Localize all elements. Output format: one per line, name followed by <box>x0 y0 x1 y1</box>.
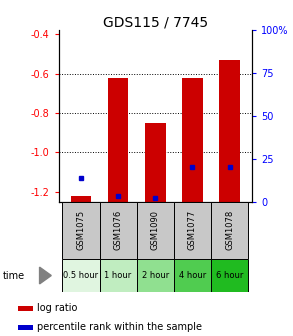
Text: GSM1077: GSM1077 <box>188 210 197 250</box>
Bar <box>174 202 211 259</box>
Text: time: time <box>3 270 25 281</box>
Bar <box>211 259 248 292</box>
Text: GSM1076: GSM1076 <box>114 210 122 250</box>
Bar <box>219 60 240 202</box>
Bar <box>100 259 137 292</box>
Bar <box>18 325 33 330</box>
Text: 6 hour: 6 hour <box>216 271 243 280</box>
Text: GSM1078: GSM1078 <box>225 210 234 250</box>
Text: 1 hour: 1 hour <box>105 271 132 280</box>
Title: GDS115 / 7745: GDS115 / 7745 <box>103 15 208 29</box>
Text: 0.5 hour: 0.5 hour <box>63 271 98 280</box>
Bar <box>145 123 166 202</box>
Bar <box>108 78 128 202</box>
Bar <box>137 202 174 259</box>
Bar <box>100 202 137 259</box>
Text: 2 hour: 2 hour <box>142 271 169 280</box>
Text: GSM1075: GSM1075 <box>76 210 86 250</box>
Text: log ratio: log ratio <box>37 303 77 313</box>
Text: 4 hour: 4 hour <box>179 271 206 280</box>
Bar <box>18 306 33 311</box>
Text: percentile rank within the sample: percentile rank within the sample <box>37 322 202 332</box>
Bar <box>211 202 248 259</box>
Bar <box>174 259 211 292</box>
Text: GSM1090: GSM1090 <box>151 210 160 250</box>
Polygon shape <box>40 267 51 284</box>
Bar <box>182 78 203 202</box>
Bar <box>62 202 100 259</box>
Bar <box>71 196 91 202</box>
Bar <box>137 259 174 292</box>
Bar <box>62 259 100 292</box>
